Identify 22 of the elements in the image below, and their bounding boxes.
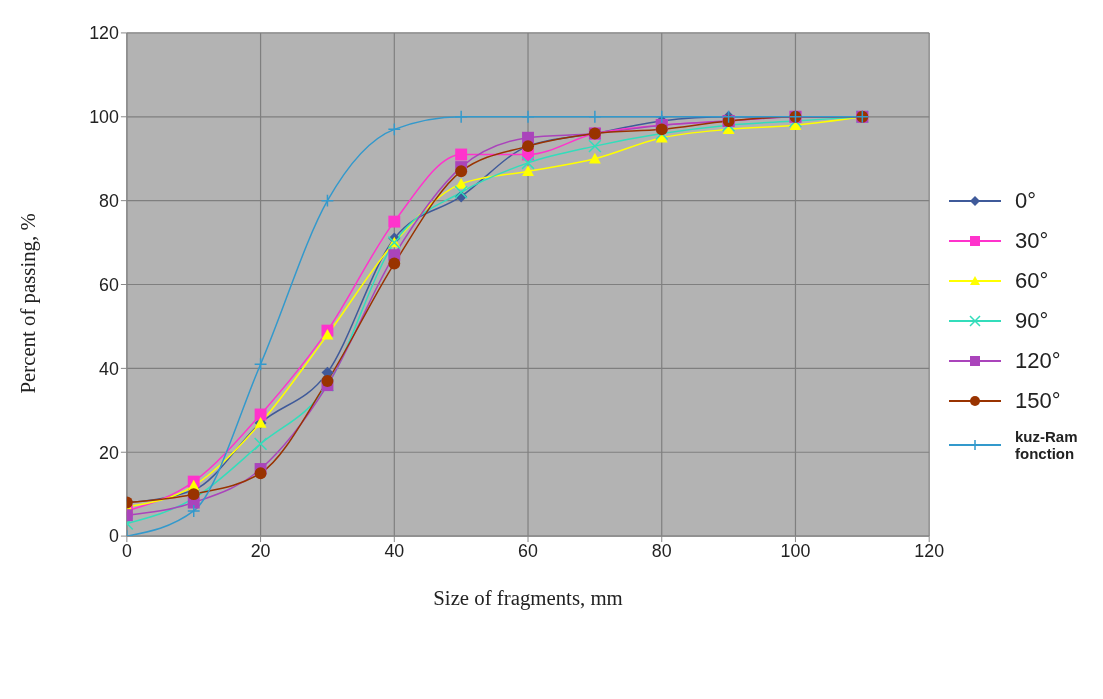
legend-label: 30° xyxy=(1015,228,1050,254)
x-tick-label: 20 xyxy=(250,540,271,561)
x-tick-label: 120 xyxy=(914,540,945,561)
y-tick-label: 40 xyxy=(99,358,120,379)
legend-label: 0° xyxy=(1015,188,1038,214)
x-tick-label: 80 xyxy=(651,540,672,561)
y-tick-label: 0 xyxy=(109,526,120,547)
y-tick-label: 120 xyxy=(89,23,120,44)
x-tick-label: 40 xyxy=(384,540,405,561)
x-tick-label: 100 xyxy=(780,540,811,561)
legend-label: 150° xyxy=(1015,388,1062,414)
y-tick-label: 60 xyxy=(99,274,120,295)
x-tick-label: 60 xyxy=(518,540,539,561)
legend-label: 120° xyxy=(1015,348,1062,374)
y-tick-label: 80 xyxy=(99,190,120,211)
y-tick-label: 100 xyxy=(89,107,120,128)
y-axis-title: Percent of passing, % xyxy=(16,213,41,394)
y-tick-label: 20 xyxy=(99,442,120,463)
legend-label: 60° xyxy=(1015,268,1050,294)
legend-label: 90° xyxy=(1015,308,1050,334)
legend-label: kuz-Ram fonction xyxy=(1015,428,1079,462)
x-axis-title: Size of fragments, mm xyxy=(433,586,623,611)
